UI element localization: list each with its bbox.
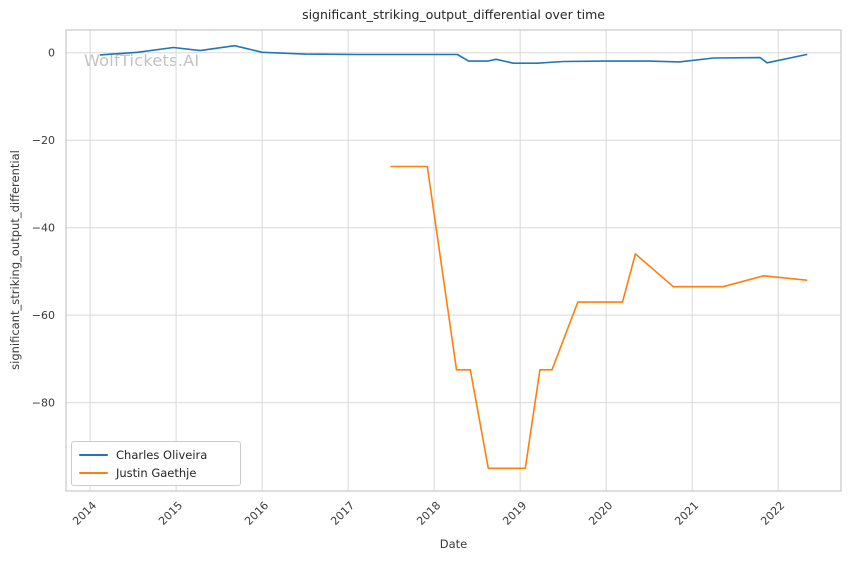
y-tick-label: −20 <box>32 134 55 147</box>
x-tick-label: 2017 <box>328 499 357 528</box>
x-tick-label: 2020 <box>586 499 615 528</box>
legend-line-sample-orange <box>79 472 108 474</box>
x-tick-label: 2018 <box>414 499 443 528</box>
watermark: WolfTickets.AI <box>84 51 200 70</box>
legend: Charles Oliveira Justin Gaethje <box>71 441 241 486</box>
x-tick-label: 2021 <box>672 499 701 528</box>
legend-line-sample-blue <box>79 454 108 456</box>
x-tick-label: 2022 <box>758 499 787 528</box>
legend-label: Justin Gaethje <box>116 466 197 480</box>
legend-item-charles-oliveira: Charles Oliveira <box>79 446 240 464</box>
x-tick-label: 2016 <box>242 499 271 528</box>
y-tick-label: −80 <box>32 397 55 410</box>
y-tick-label: −40 <box>32 222 55 235</box>
plot-border <box>65 29 842 492</box>
x-tick-label: 2015 <box>156 499 185 528</box>
y-tick-label: −60 <box>32 309 55 322</box>
x-tick-label: 2019 <box>500 499 529 528</box>
y-axis-label: significant_striking_output_differential <box>8 150 22 370</box>
x-tick-label: 2014 <box>70 499 99 528</box>
legend-item-justin-gaethje: Justin Gaethje <box>79 464 240 482</box>
legend-label: Charles Oliveira <box>116 448 208 462</box>
y-tick-label: 0 <box>48 47 55 60</box>
x-axis-label: Date <box>439 537 468 551</box>
series-line-charles-oliveira <box>99 44 808 65</box>
chart-title: significant_striking_output_differential… <box>302 7 605 22</box>
series-line-justin-gaethje <box>390 165 808 470</box>
